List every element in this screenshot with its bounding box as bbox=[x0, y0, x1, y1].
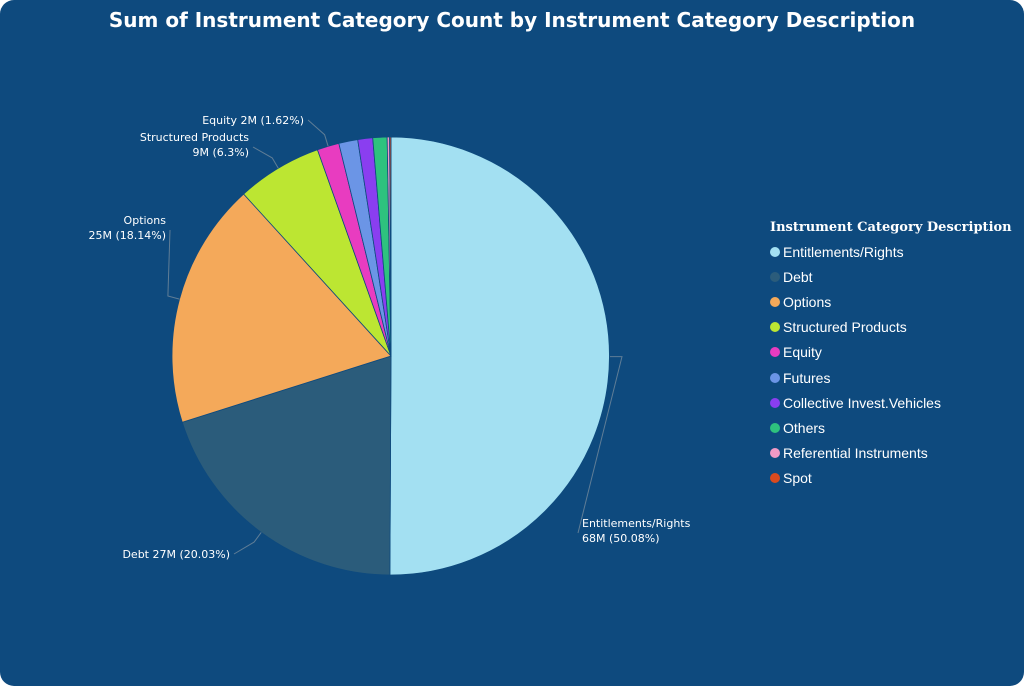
chart-title: Sum of Instrument Category Count by Inst… bbox=[108, 8, 916, 32]
legend-swatch bbox=[770, 372, 780, 383]
legend-swatch bbox=[770, 246, 780, 257]
legend-swatch bbox=[770, 473, 780, 484]
data-label: Structured Products 9M (6.3%) bbox=[140, 131, 249, 159]
legend-title: Instrument Category Description bbox=[770, 220, 1012, 235]
legend-item-others[interactable]: Others bbox=[770, 415, 1024, 440]
legend-item-equity[interactable]: Equity bbox=[770, 340, 1024, 365]
leader-line bbox=[252, 146, 279, 169]
legend-label: Equity bbox=[783, 344, 822, 361]
pie-slice-options[interactable] bbox=[171, 193, 392, 423]
legend-item-referential-instruments[interactable]: Referential Instruments bbox=[770, 441, 1024, 466]
leader-line bbox=[577, 356, 623, 534]
leader-line bbox=[233, 532, 262, 555]
legend-item-structured-products[interactable]: Structured Products bbox=[770, 315, 1024, 340]
legend-label: Structured Products bbox=[783, 319, 907, 336]
legend-swatch bbox=[770, 296, 780, 307]
legend-swatch bbox=[770, 322, 780, 333]
legend-item-futures[interactable]: Futures bbox=[770, 365, 1024, 390]
legend-swatch bbox=[770, 448, 780, 459]
data-label: Entitlements/Rights 68M (50.08%) bbox=[582, 517, 691, 545]
pie-slice-spot[interactable] bbox=[389, 136, 392, 357]
legend-label: Spot bbox=[783, 470, 812, 487]
legend-swatch bbox=[770, 271, 780, 282]
data-label: Equity 2M (1.62%) bbox=[202, 114, 304, 127]
legend-label: Entitlements/Rights bbox=[783, 243, 904, 260]
leader-line bbox=[307, 119, 329, 147]
legend: Instrument Category Description Entitlem… bbox=[770, 220, 1024, 491]
legend-swatch bbox=[770, 422, 780, 433]
pie-slice-entitlements-rights[interactable] bbox=[389, 136, 610, 576]
legend-swatch bbox=[770, 347, 780, 358]
legend-item-debt[interactable]: Debt bbox=[770, 264, 1024, 289]
legend-swatch bbox=[770, 397, 780, 408]
legend-item-options[interactable]: Options bbox=[770, 289, 1024, 314]
data-label: Debt 27M (20.03%) bbox=[122, 548, 230, 561]
legend-item-collective-invest-vehicles[interactable]: Collective Invest.Vehicles bbox=[770, 390, 1024, 415]
legend-item-spot[interactable]: Spot bbox=[770, 466, 1024, 491]
legend-label: Others bbox=[783, 419, 826, 436]
legend-label: Referential Instruments bbox=[783, 445, 928, 462]
legend-label: Debt bbox=[783, 268, 813, 285]
pie-slice-debt[interactable] bbox=[181, 355, 392, 576]
legend-item-entitlements-rights[interactable]: Entitlements/Rights bbox=[770, 239, 1024, 264]
leader-line bbox=[167, 229, 180, 300]
legend-label: Options bbox=[783, 293, 832, 310]
legend-label: Collective Invest.Vehicles bbox=[783, 394, 941, 411]
data-label: Options 25M (18.14%) bbox=[88, 214, 166, 242]
legend-label: Futures bbox=[783, 369, 831, 386]
